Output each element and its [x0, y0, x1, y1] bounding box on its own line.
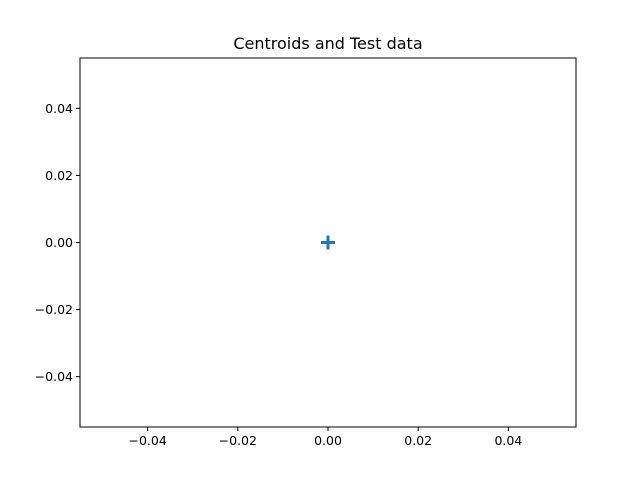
y-tick-label: 0.02: [45, 168, 73, 183]
plot-area-frame: [79, 57, 577, 428]
x-tick-label: 0.00: [314, 433, 342, 448]
x-axis-ticks: −0.04 −0.02 0.00 0.02 0.04: [128, 427, 522, 448]
y-tick-label: −0.04: [35, 369, 73, 384]
data-points: [321, 235, 335, 250]
chart-title: Centroids and Test data: [233, 34, 422, 53]
x-tick-label: −0.02: [219, 433, 257, 448]
x-tick-label: −0.04: [128, 433, 166, 448]
y-axis-ticks: −0.04 −0.02 0.00 0.02 0.04: [35, 101, 80, 384]
centroid-marker: [321, 235, 335, 250]
x-tick-label: 0.02: [404, 433, 432, 448]
y-tick-label: 0.00: [45, 235, 73, 250]
y-tick-label: −0.02: [35, 302, 73, 317]
x-tick-label: 0.04: [494, 433, 522, 448]
y-tick-label: 0.04: [45, 101, 73, 116]
